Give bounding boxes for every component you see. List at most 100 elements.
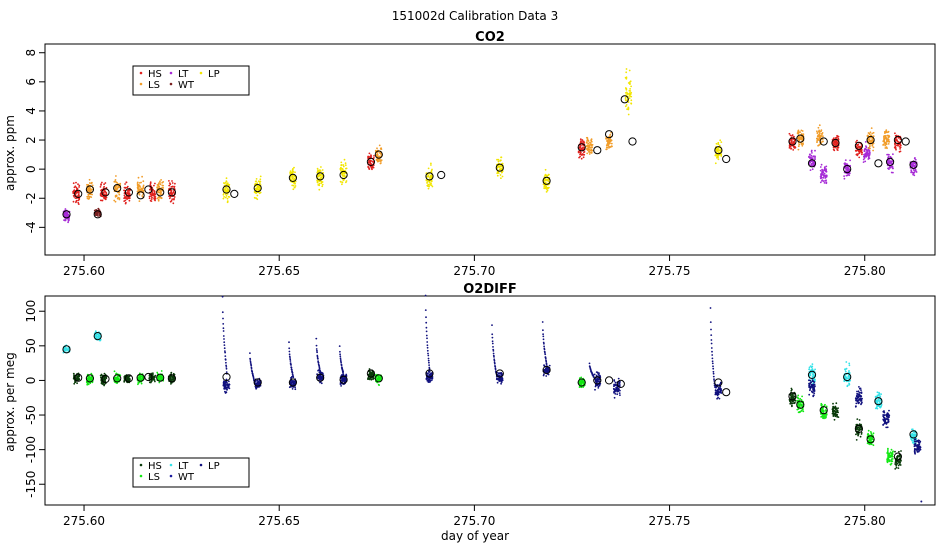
co2-point-lt <box>848 172 851 175</box>
co2-point-lp <box>318 184 321 187</box>
co2-point-hs <box>78 198 81 201</box>
co2-point-lt <box>888 162 891 164</box>
o2diff-point-lp <box>500 382 502 385</box>
co2-point-lp <box>256 198 259 201</box>
co2-point-lp <box>319 169 321 171</box>
co2-point-ls <box>586 152 589 155</box>
co2-point-ls <box>606 139 609 142</box>
co2-point-lp <box>629 95 631 97</box>
o2diff-point-hs <box>154 380 156 383</box>
co2-point-ls <box>87 193 90 196</box>
o2diff-point-lp <box>546 367 549 369</box>
o2diff-x-tick-label: 275.75 <box>649 514 691 528</box>
o2diff-point-lp <box>808 379 810 382</box>
co2-point-lt <box>843 177 846 180</box>
o2diff-point-lp <box>227 386 229 389</box>
co2-point-hs <box>855 153 858 156</box>
co2-point-hs <box>789 134 792 137</box>
o2diff-point-lp <box>616 393 619 396</box>
co2-point-ls <box>141 175 144 178</box>
co2-legend-swatch-hs <box>139 71 143 75</box>
o2diff-point-lp <box>619 381 621 383</box>
o2diff-point-lt <box>845 377 848 380</box>
co2-point-ls <box>376 158 379 161</box>
o2diff-point-ls <box>822 417 824 420</box>
o2diff-spike-point <box>224 351 227 354</box>
o2diff-point-lp <box>812 394 815 397</box>
o2diff-point-hs <box>171 376 174 379</box>
o2diff-point-lt <box>910 438 913 440</box>
co2-point-lp <box>292 188 295 191</box>
o2diff-panel: O2DIFF approx. per meg 275.60 275.65 275.7… <box>3 282 936 528</box>
o2diff-point-lp <box>613 383 615 386</box>
co2-point-lt <box>912 164 915 166</box>
co2-point-lt <box>819 166 822 168</box>
co2-point-ls <box>586 136 589 139</box>
co2-point-ls <box>870 127 873 129</box>
co2-point-wt <box>97 211 100 214</box>
co2-point-lp <box>429 175 432 178</box>
o2diff-y-tick-label: 0 <box>24 377 38 385</box>
co2-point-lp <box>718 151 720 154</box>
co2-point-lt <box>824 177 827 179</box>
o2diff-point-hs <box>793 399 795 402</box>
co2-point-lp <box>224 181 227 184</box>
o2diff-point-lt <box>65 347 68 349</box>
co2-point-lt <box>843 175 845 178</box>
co2-point-hs <box>75 186 78 189</box>
co2-legend <box>132 65 250 96</box>
o2diff-point-lt <box>874 407 877 410</box>
co2-point-hs <box>77 183 79 186</box>
o2diff-point-lp <box>859 400 862 402</box>
o2diff-point-lp <box>860 391 863 394</box>
co2-point-lt <box>825 170 828 173</box>
o2diff-point-ls <box>378 384 380 386</box>
o2diff-point-lp <box>619 389 621 392</box>
co2-point-hs <box>837 135 840 138</box>
co2-point-ls <box>606 142 609 145</box>
co2-point-ls <box>88 178 91 181</box>
o2diff-point-lt <box>808 368 811 371</box>
o2diff-point-hs <box>836 410 839 412</box>
o2diff-point-hs <box>835 402 838 405</box>
o2diff-point-ls <box>800 409 803 412</box>
co2-point-ls <box>113 180 116 183</box>
co2-point-hs <box>104 198 107 201</box>
co2-point-hs <box>579 151 582 154</box>
co2-point-ls <box>590 148 593 151</box>
o2diff-point-lp <box>808 393 811 396</box>
co2-point-lp <box>430 164 432 166</box>
co2-point-lp <box>717 158 720 161</box>
co2-mean-circle <box>425 172 434 181</box>
co2-point-ls <box>796 132 799 135</box>
co2-point-lp <box>224 193 227 196</box>
co2-point-hs <box>854 149 857 152</box>
o2diff-point-hs <box>791 404 793 407</box>
co2-point-hs <box>579 145 581 148</box>
co2-point-hs <box>579 138 582 141</box>
co2-point-hs <box>153 192 156 194</box>
o2diff-point-hs <box>793 395 796 398</box>
co2-point-hs <box>899 150 902 153</box>
o2diff-point-lt <box>809 372 812 375</box>
o2diff-point-hs <box>76 382 78 385</box>
o2diff-point-hs <box>900 450 902 452</box>
co2-point-hs <box>169 200 172 203</box>
co2-y-tick-label: -4 <box>24 221 38 233</box>
co2-point-lt <box>848 168 851 171</box>
co2-point-ls <box>820 130 822 133</box>
co2-point-ls <box>883 138 885 140</box>
co2-point-lp <box>718 149 721 152</box>
co2-point-hs <box>127 190 129 192</box>
co2-point-ls <box>816 130 818 133</box>
co2-point-hs <box>899 148 901 150</box>
o2diff-point-lp <box>715 392 718 395</box>
o2diff-point-lp <box>914 452 916 455</box>
o2diff-point-lp <box>614 381 617 384</box>
o2diff-point-hs <box>100 376 102 379</box>
co2-point-ls <box>159 180 161 183</box>
o2diff-point-lp <box>321 377 324 379</box>
o2diff-point-lp <box>548 364 551 367</box>
o2diff-point-hs <box>170 383 172 385</box>
o2diff-point-hs <box>148 381 151 384</box>
